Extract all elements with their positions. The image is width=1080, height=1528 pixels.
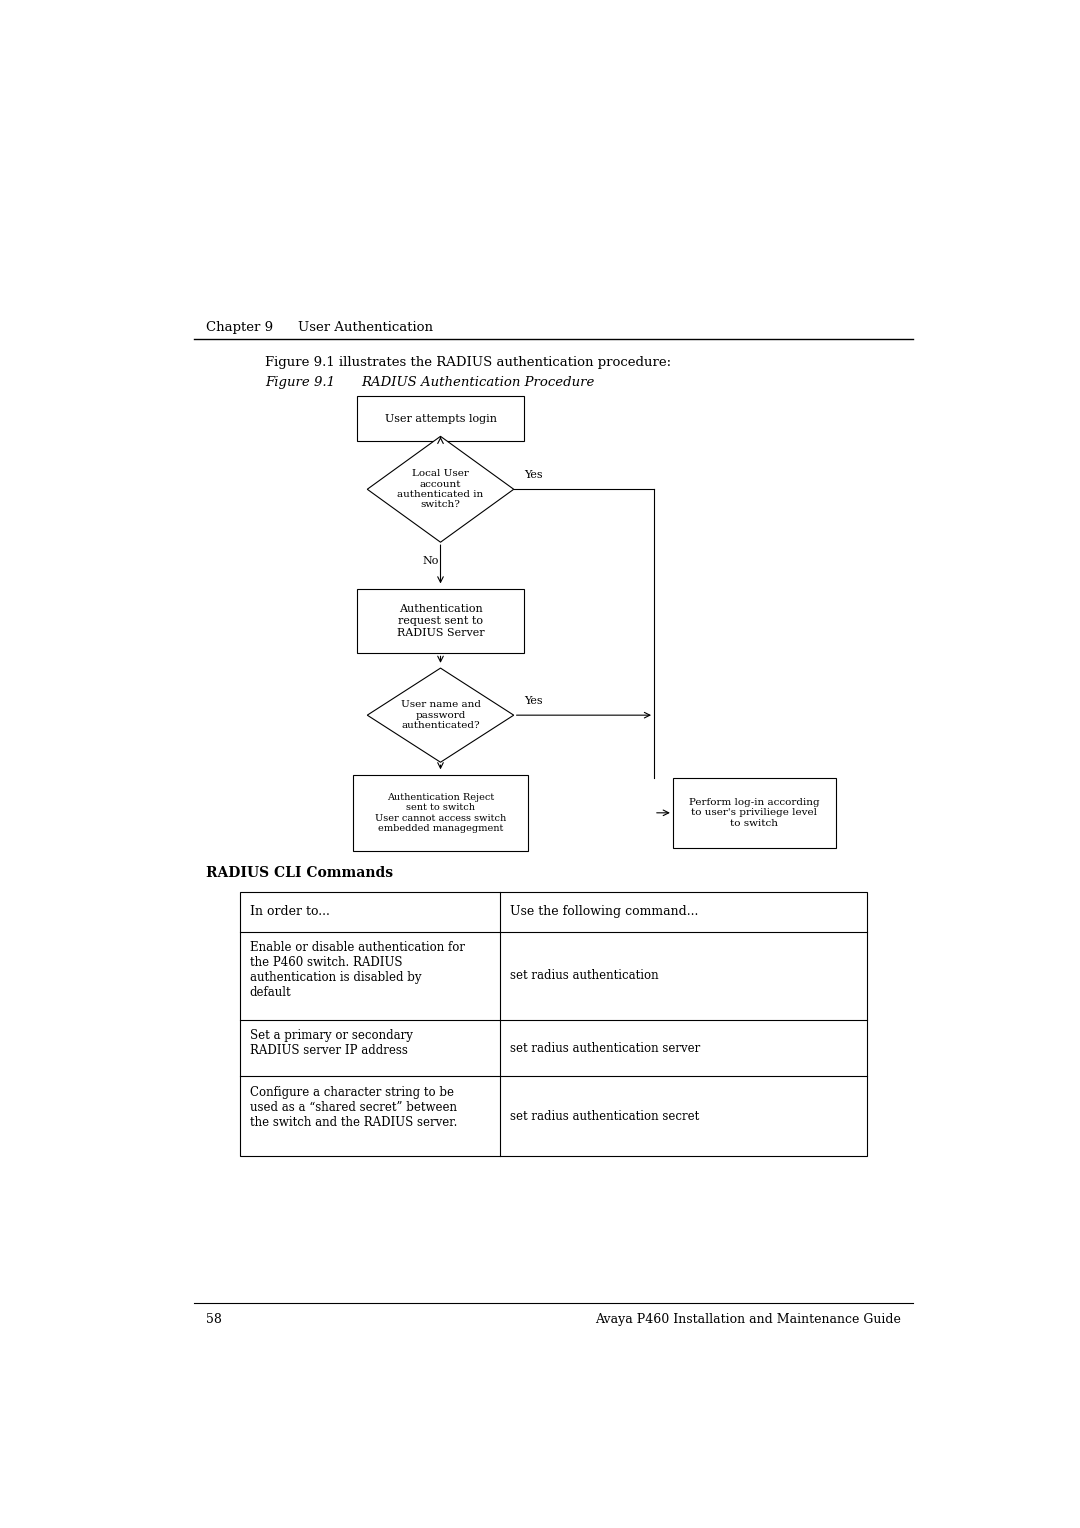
Text: set radius authentication server: set radius authentication server: [510, 1042, 701, 1054]
Text: In order to...: In order to...: [249, 905, 329, 918]
Text: RADIUS CLI Commands: RADIUS CLI Commands: [206, 866, 393, 880]
Polygon shape: [367, 668, 514, 762]
FancyBboxPatch shape: [352, 775, 528, 851]
Text: No: No: [422, 776, 438, 787]
Text: User Authentication: User Authentication: [298, 321, 433, 335]
Text: set radius authentication secret: set radius authentication secret: [510, 1109, 700, 1123]
Text: Enable or disable authentication for
the P460 switch. RADIUS
authentication is d: Enable or disable authentication for the…: [249, 941, 464, 999]
Text: Configure a character string to be
used as a “shared secret” between
the switch : Configure a character string to be used …: [249, 1086, 457, 1129]
Text: set radius authentication: set radius authentication: [510, 969, 659, 983]
Text: Local User
account
authenticated in
switch?: Local User account authenticated in swit…: [397, 469, 484, 509]
Text: Use the following command...: Use the following command...: [510, 905, 699, 918]
Text: Yes: Yes: [524, 469, 542, 480]
Text: User name and
password
authenticated?: User name and password authenticated?: [401, 700, 481, 730]
Text: Authentication
request sent to
RADIUS Server: Authentication request sent to RADIUS Se…: [396, 605, 484, 637]
Text: Authentication Reject
sent to switch
User cannot access switch
embedded managegm: Authentication Reject sent to switch Use…: [375, 793, 507, 833]
Text: Figure 9.1: Figure 9.1: [265, 376, 335, 390]
Text: Set a primary or secondary
RADIUS server IP address: Set a primary or secondary RADIUS server…: [249, 1030, 413, 1057]
Text: User attempts login: User attempts login: [384, 414, 497, 423]
Text: 58: 58: [206, 1313, 222, 1326]
FancyBboxPatch shape: [356, 588, 524, 654]
Text: No: No: [422, 556, 438, 567]
Polygon shape: [367, 437, 514, 542]
Text: Avaya P460 Installation and Maintenance Guide: Avaya P460 Installation and Maintenance …: [595, 1313, 901, 1326]
Text: Perform log-in according
to user's priviliege level
to switch: Perform log-in according to user's privi…: [689, 798, 820, 828]
Text: Chapter 9: Chapter 9: [206, 321, 273, 335]
FancyBboxPatch shape: [356, 396, 524, 442]
FancyBboxPatch shape: [673, 778, 836, 848]
FancyBboxPatch shape: [240, 892, 867, 1157]
Text: Figure 9.1 illustrates the RADIUS authentication procedure:: Figure 9.1 illustrates the RADIUS authen…: [265, 356, 671, 370]
Text: RADIUS Authentication Procedure: RADIUS Authentication Procedure: [361, 376, 594, 390]
Text: Yes: Yes: [524, 695, 542, 706]
